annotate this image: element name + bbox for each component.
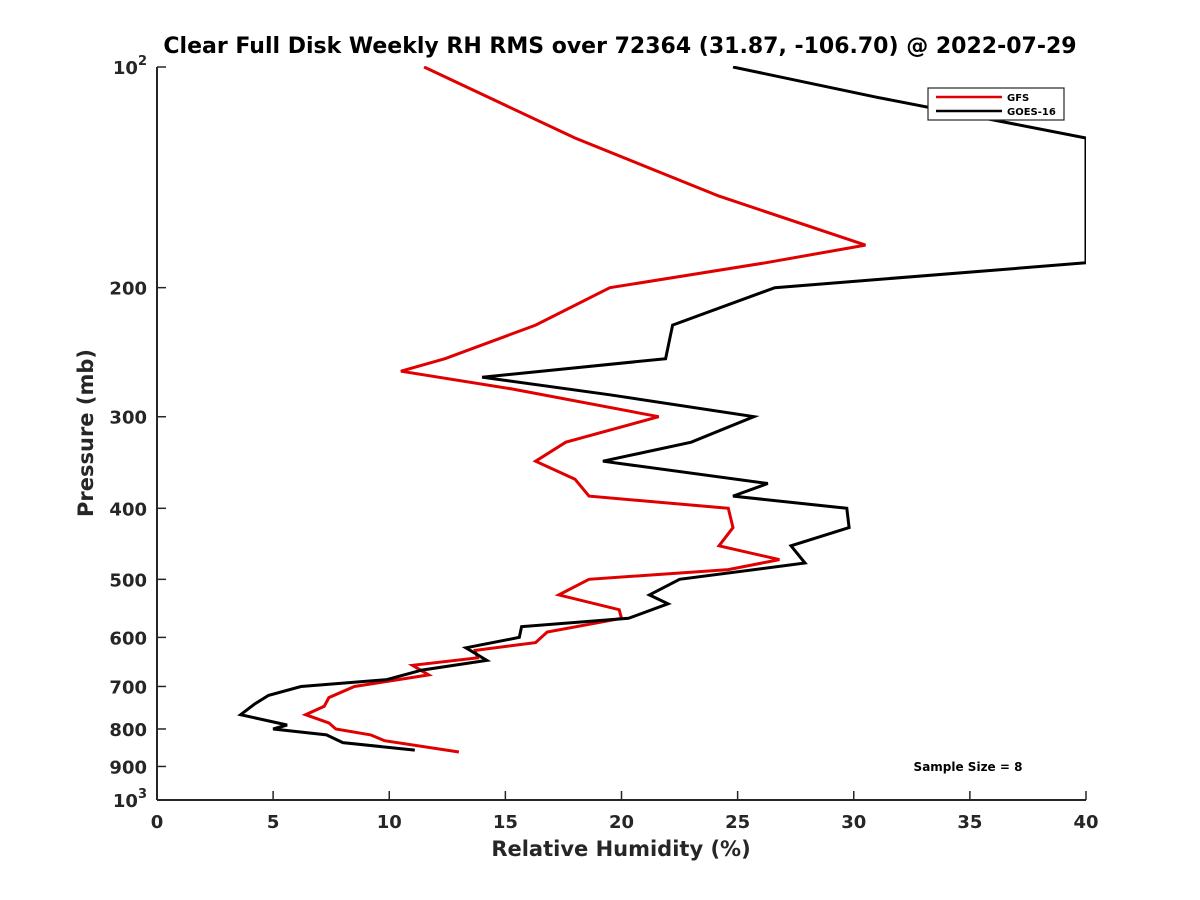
y-tick-label: 500: [109, 570, 147, 591]
legend-label-gfs: GFS: [1007, 93, 1029, 104]
y-tick-label: 600: [109, 628, 147, 649]
x-tick-label: 35: [957, 812, 982, 833]
x-tick-label: 20: [609, 812, 634, 833]
y-tick-label: 800: [109, 720, 147, 741]
x-ticks: 0 5 10 15 20 25 30 35 40: [151, 791, 1099, 833]
legend-box: [927, 87, 1065, 121]
y-axis-label: Pressure (mb): [74, 349, 98, 517]
y-ticks: 102 200 300 400 500 600 700 800 900 103: [109, 54, 166, 812]
y-tick-label: 300: [109, 408, 147, 429]
x-tick-label: 10: [377, 812, 402, 833]
y-tick-label: 103: [113, 787, 147, 812]
x-axis-label: Relative Humidity (%): [491, 837, 750, 861]
y-tick-label: 900: [109, 757, 147, 778]
sample-size-annotation: Sample Size = 8: [914, 760, 1023, 774]
series-layer: [237, 66, 1086, 754]
chart-title: Clear Full Disk Weekly RH RMS over 72364…: [163, 34, 1076, 59]
x-tick-label: 30: [841, 812, 866, 833]
y-tick-label: 400: [109, 499, 147, 520]
y-tick-label: 102: [113, 54, 147, 79]
series-line-goes16: [237, 66, 1086, 752]
x-tick-label: 40: [1073, 812, 1098, 833]
y-tick-label: 700: [109, 677, 147, 698]
x-tick-label: 25: [725, 812, 750, 833]
x-tick-label: 5: [267, 812, 280, 833]
legend: GFS GOES-16: [927, 87, 1065, 121]
y-tick-label: 200: [109, 279, 147, 300]
x-tick-label: 0: [151, 812, 164, 833]
x-tick-label: 15: [493, 812, 518, 833]
legend-label-goes16: GOES-16: [1007, 107, 1056, 118]
series-line-gfs: [301, 66, 866, 754]
